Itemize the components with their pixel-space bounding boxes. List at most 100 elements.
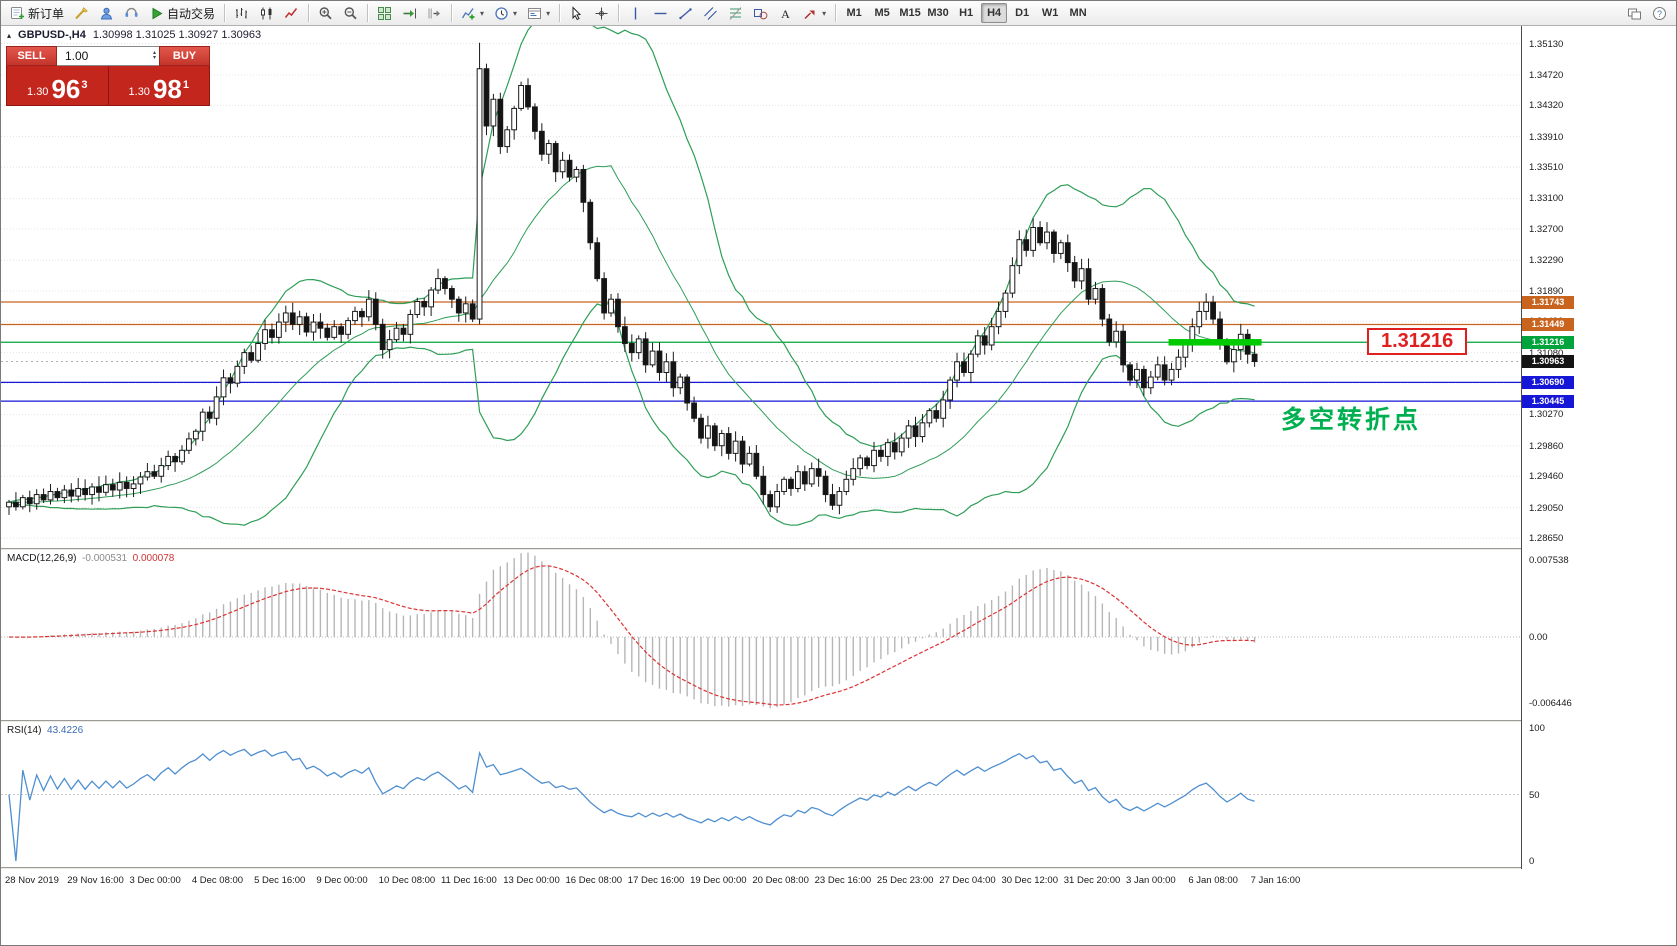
text-button[interactable]: A <box>774 3 797 24</box>
dropdown-caret-icon[interactable]: ▾ <box>546 8 551 18</box>
macd-axis-label: 0.00 <box>1529 632 1548 643</box>
trendline-button[interactable] <box>674 3 697 24</box>
timeframe-h1[interactable]: H1 <box>959 7 974 19</box>
timeframe-m5[interactable]: M5 <box>874 7 890 19</box>
hline-price-label: 1.31216 <box>1522 335 1574 349</box>
toolbar-separator <box>835 4 837 22</box>
arrows-icon <box>803 6 818 21</box>
dropdown-caret-icon[interactable]: ▾ <box>822 8 827 18</box>
chart-wizard-button[interactable] <box>70 3 93 24</box>
price-tick-label: 1.33510 <box>1529 162 1564 174</box>
main-chart[interactable] <box>1 26 1521 548</box>
timeframe-h4[interactable]: H4 <box>981 3 1008 23</box>
rsi-axis-label: 100 <box>1529 723 1545 734</box>
shapes-button[interactable] <box>749 3 772 24</box>
timeframe-mn[interactable]: MN <box>1069 7 1087 19</box>
macd-axis-label: -0.006446 <box>1529 697 1572 709</box>
current-price-label: 1.30963 <box>1522 355 1574 369</box>
chart-shift-icon <box>427 6 442 21</box>
shapes-icon <box>753 6 768 21</box>
panel-divider[interactable] <box>1 548 1676 550</box>
timeframe-d1[interactable]: D1 <box>1015 7 1030 19</box>
horizontal-line-button[interactable] <box>649 3 672 24</box>
hline-price-label: 1.30690 <box>1522 375 1574 389</box>
spin-down-icon[interactable]: ▾ <box>152 55 156 61</box>
timeframe-m30[interactable]: M30 <box>927 7 949 19</box>
bars-icon <box>234 6 249 21</box>
cursor-icon <box>569 5 584 21</box>
time-label: 11 Dec 16:00 <box>440 875 497 886</box>
profile-button[interactable] <box>95 3 118 24</box>
hline-price-label: 1.30445 <box>1522 394 1574 408</box>
toolbar-separator <box>559 4 561 22</box>
cursor-button[interactable] <box>565 3 588 24</box>
price-tick-label: 1.35130 <box>1529 38 1564 50</box>
sell-price-big: 96 <box>51 74 81 104</box>
turning-point-annotation[interactable]: 多空转折点 <box>1281 406 1422 434</box>
sell-price-small: 1.30 <box>27 86 49 98</box>
dropdown-caret-icon[interactable]: ▾ <box>513 8 518 18</box>
timeframe-m1[interactable]: M1 <box>846 7 862 19</box>
channel-icon <box>703 6 718 21</box>
time-label: 28 Nov 2019 <box>5 875 59 886</box>
sell-button[interactable]: SELL <box>6 46 57 66</box>
rsi-label: RSI(14) 43.4226 <box>7 725 84 736</box>
panel-divider[interactable] <box>1 720 1676 722</box>
volume-spinner[interactable]: ▴ ▾ <box>152 50 156 61</box>
timeframe-w1[interactable]: W1 <box>1041 7 1059 19</box>
collapse-icon[interactable]: ▴ <box>7 30 12 40</box>
timeframe-m15[interactable]: M15 <box>899 7 921 19</box>
help-icon: ? <box>1652 6 1667 21</box>
toolbar-separator <box>367 4 369 22</box>
price-annotation-box[interactable]: 1.31216 <box>1367 328 1468 356</box>
symbol-period-label: GBPUSD-,H4 <box>18 29 86 41</box>
price-tick-label: 1.32700 <box>1529 224 1564 235</box>
time-label: 10 Dec 08:00 <box>378 875 436 886</box>
symbol-info: ▴ GBPUSD-,H4 1.30998 1.31025 1.30927 1.3… <box>7 29 261 41</box>
tile-windows-button[interactable] <box>373 3 396 24</box>
arrange-windows-button[interactable] <box>1623 3 1646 24</box>
price-tick-label: 1.31890 <box>1529 285 1564 297</box>
sell-price-sup: 3 <box>81 79 88 91</box>
crosshair-button[interactable] <box>590 3 613 24</box>
indicators-button[interactable]: ▾ <box>457 3 488 24</box>
vertical-line-button[interactable] <box>624 3 647 24</box>
help-button[interactable]: ? <box>1648 3 1671 24</box>
zoom-in-button[interactable] <box>314 3 337 24</box>
bars-button[interactable] <box>230 3 253 24</box>
fibonacci-icon <box>728 6 743 21</box>
buy-price[interactable]: 1.30 98 1 <box>109 66 210 105</box>
chart-shift-button[interactable] <box>423 3 446 24</box>
dropdown-caret-icon[interactable]: ▾ <box>480 8 485 18</box>
zoom-out-button[interactable] <box>339 3 362 24</box>
rsi-panel[interactable] <box>1 722 1521 867</box>
macd-panel[interactable] <box>1 550 1521 720</box>
auto-scroll-button[interactable] <box>398 3 421 24</box>
toolbar-separator <box>224 4 226 22</box>
panel-divider[interactable] <box>1 867 1676 869</box>
templates-button[interactable]: ▾ <box>523 3 554 24</box>
arrows-button[interactable]: ▾ <box>799 3 830 24</box>
macd-label: MACD(12,26,9) -0.000531 0.000078 <box>7 553 175 564</box>
time-label: 23 Dec 16:00 <box>814 875 872 886</box>
toolbar-separator <box>618 4 620 22</box>
fibonacci-button[interactable] <box>724 3 747 24</box>
price-axis[interactable]: 1.35130 1.34720 1.34320 1.33910 1.33510 1.331… <box>1521 26 1676 869</box>
channel-button[interactable] <box>699 3 722 24</box>
spin-up-icon[interactable]: ▴ <box>152 50 156 56</box>
market-button[interactable] <box>120 3 143 24</box>
time-axis[interactable]: 28 Nov 2019 29 Nov 16:00 3 Dec 00:00 4 Dec … <box>1 869 1676 945</box>
candles-icon <box>259 6 274 21</box>
macd-axis-label: 0.007538 <box>1529 555 1569 567</box>
candles-button[interactable] <box>255 3 278 24</box>
rsi-axis-label: 50 <box>1529 789 1540 801</box>
periods-button[interactable]: ▾ <box>490 3 521 24</box>
buy-button[interactable]: BUY <box>159 46 210 66</box>
line-chart-button[interactable] <box>280 3 303 24</box>
new-order-button[interactable]: 新订单 <box>6 3 68 24</box>
trendline-icon <box>678 6 693 21</box>
autotrade-button[interactable]: 自动交易 <box>145 3 219 24</box>
time-label: 4 Dec 08:00 <box>191 875 244 886</box>
sell-price[interactable]: 1.30 96 3 <box>7 66 109 105</box>
volume-input[interactable]: 1.00 ▴ ▾ <box>57 46 159 66</box>
